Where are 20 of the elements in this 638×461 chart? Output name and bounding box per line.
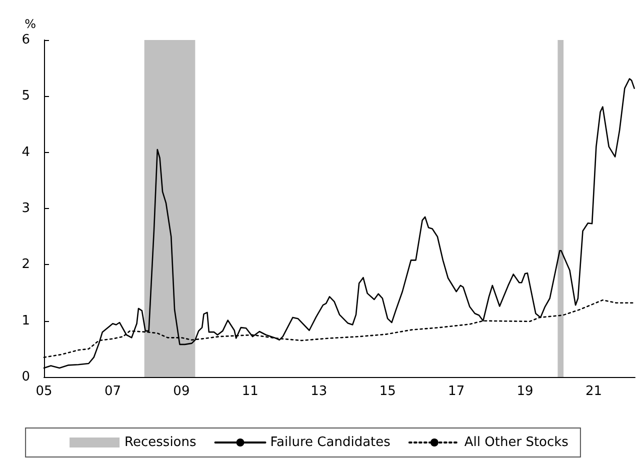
y-tick-label: 3 — [22, 201, 30, 216]
y-tick-label: 0 — [22, 370, 30, 384]
x-tick-label: 15 — [379, 384, 396, 399]
y-tick-label: 4 — [22, 144, 30, 160]
x-tick-label: 21 — [585, 384, 602, 399]
y-tick-label: 2 — [22, 257, 30, 272]
legend-label: All Other Stocks — [464, 435, 569, 450]
y-axis-title: % — [24, 17, 36, 31]
legend-label: Failure Candidates — [270, 435, 391, 450]
x-tick-label: 17 — [448, 384, 465, 399]
y-tick-label: 6 — [22, 32, 30, 48]
x-tick-label: 05 — [36, 384, 52, 399]
x-tick-label: 11 — [242, 384, 258, 399]
x-tick-label: 19 — [516, 384, 534, 399]
x-tick-label: 09 — [173, 384, 190, 399]
legend-label: Recessions — [124, 435, 196, 450]
y-tick-label: 5 — [22, 88, 30, 104]
x-tick-label: 07 — [104, 384, 121, 399]
y-tick-label: 1 — [22, 313, 30, 328]
x-tick-label: 13 — [310, 384, 328, 399]
